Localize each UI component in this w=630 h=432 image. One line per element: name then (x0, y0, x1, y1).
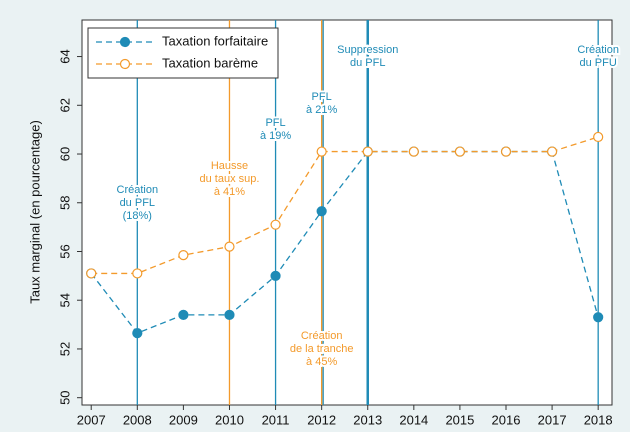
x-tick-label: 2009 (169, 412, 198, 427)
annotation: Création (577, 44, 619, 56)
legend-label: Taxation forfaitaire (162, 33, 268, 48)
x-tick-label: 2015 (445, 412, 474, 427)
point (178, 250, 189, 261)
x-tick-label: 2011 (262, 412, 290, 427)
x-tick-label: 2010 (215, 412, 244, 427)
y-tick-label: 64 (57, 49, 72, 63)
annotation: PFL (312, 91, 332, 103)
annotation: à 19% (260, 130, 291, 142)
y-tick-label: 54 (57, 293, 72, 307)
y-tick-label: 58 (57, 196, 72, 210)
annotation: de la tranche (290, 343, 354, 355)
annotation: à 21% (306, 104, 337, 116)
annotation: du PFL (350, 57, 385, 69)
point (270, 219, 281, 230)
y-tick-label: 52 (57, 342, 72, 356)
point (86, 268, 97, 279)
point (316, 146, 327, 157)
point (593, 312, 604, 323)
point (132, 328, 143, 339)
legend-box (87, 27, 279, 79)
annotation: du taux sup. (200, 173, 260, 185)
x-tick-label: 2007 (77, 412, 106, 427)
annotation: Création (117, 184, 159, 196)
y-tick-label: 60 (57, 147, 72, 161)
point (316, 206, 327, 217)
x-tick-label: 2008 (123, 412, 152, 427)
y-tick-label: 50 (57, 390, 72, 404)
x-tick-label: 2018 (584, 412, 613, 427)
plot-area (81, 19, 613, 406)
point (500, 146, 512, 157)
annotation: Hausse (211, 160, 248, 172)
annotation: (18%) (123, 210, 152, 222)
y-tick-label: 56 (57, 244, 72, 258)
x-tick-label: 2014 (399, 412, 428, 427)
point (224, 309, 235, 320)
point (546, 146, 558, 157)
annotation: à 45% (306, 356, 337, 368)
point (362, 146, 373, 157)
x-tick-label: 2013 (353, 412, 382, 427)
point (132, 268, 143, 279)
point (454, 146, 466, 157)
point (270, 270, 281, 281)
legend-marker (119, 58, 131, 70)
legend-label: Taxation barème (162, 55, 258, 70)
annotation: à 41% (214, 186, 245, 198)
annotation: du PFU (580, 57, 617, 69)
x-tick-label: 2012 (307, 412, 336, 427)
series-line (91, 136, 599, 275)
annotation: PFL (265, 117, 285, 129)
point (178, 309, 189, 320)
annotation: Création (301, 330, 343, 342)
y-tick-label: 62 (57, 98, 72, 112)
x-tick-label: 2017 (538, 412, 567, 427)
annotation: Suppression (337, 44, 398, 56)
annotation: du PFL (120, 197, 155, 209)
legend-marker (119, 36, 131, 48)
x-tick-label: 2016 (492, 412, 521, 427)
point (224, 241, 235, 252)
point (408, 146, 419, 157)
y-axis-label: Taux marginal (en pourcentage) (27, 120, 42, 304)
point (593, 131, 604, 143)
